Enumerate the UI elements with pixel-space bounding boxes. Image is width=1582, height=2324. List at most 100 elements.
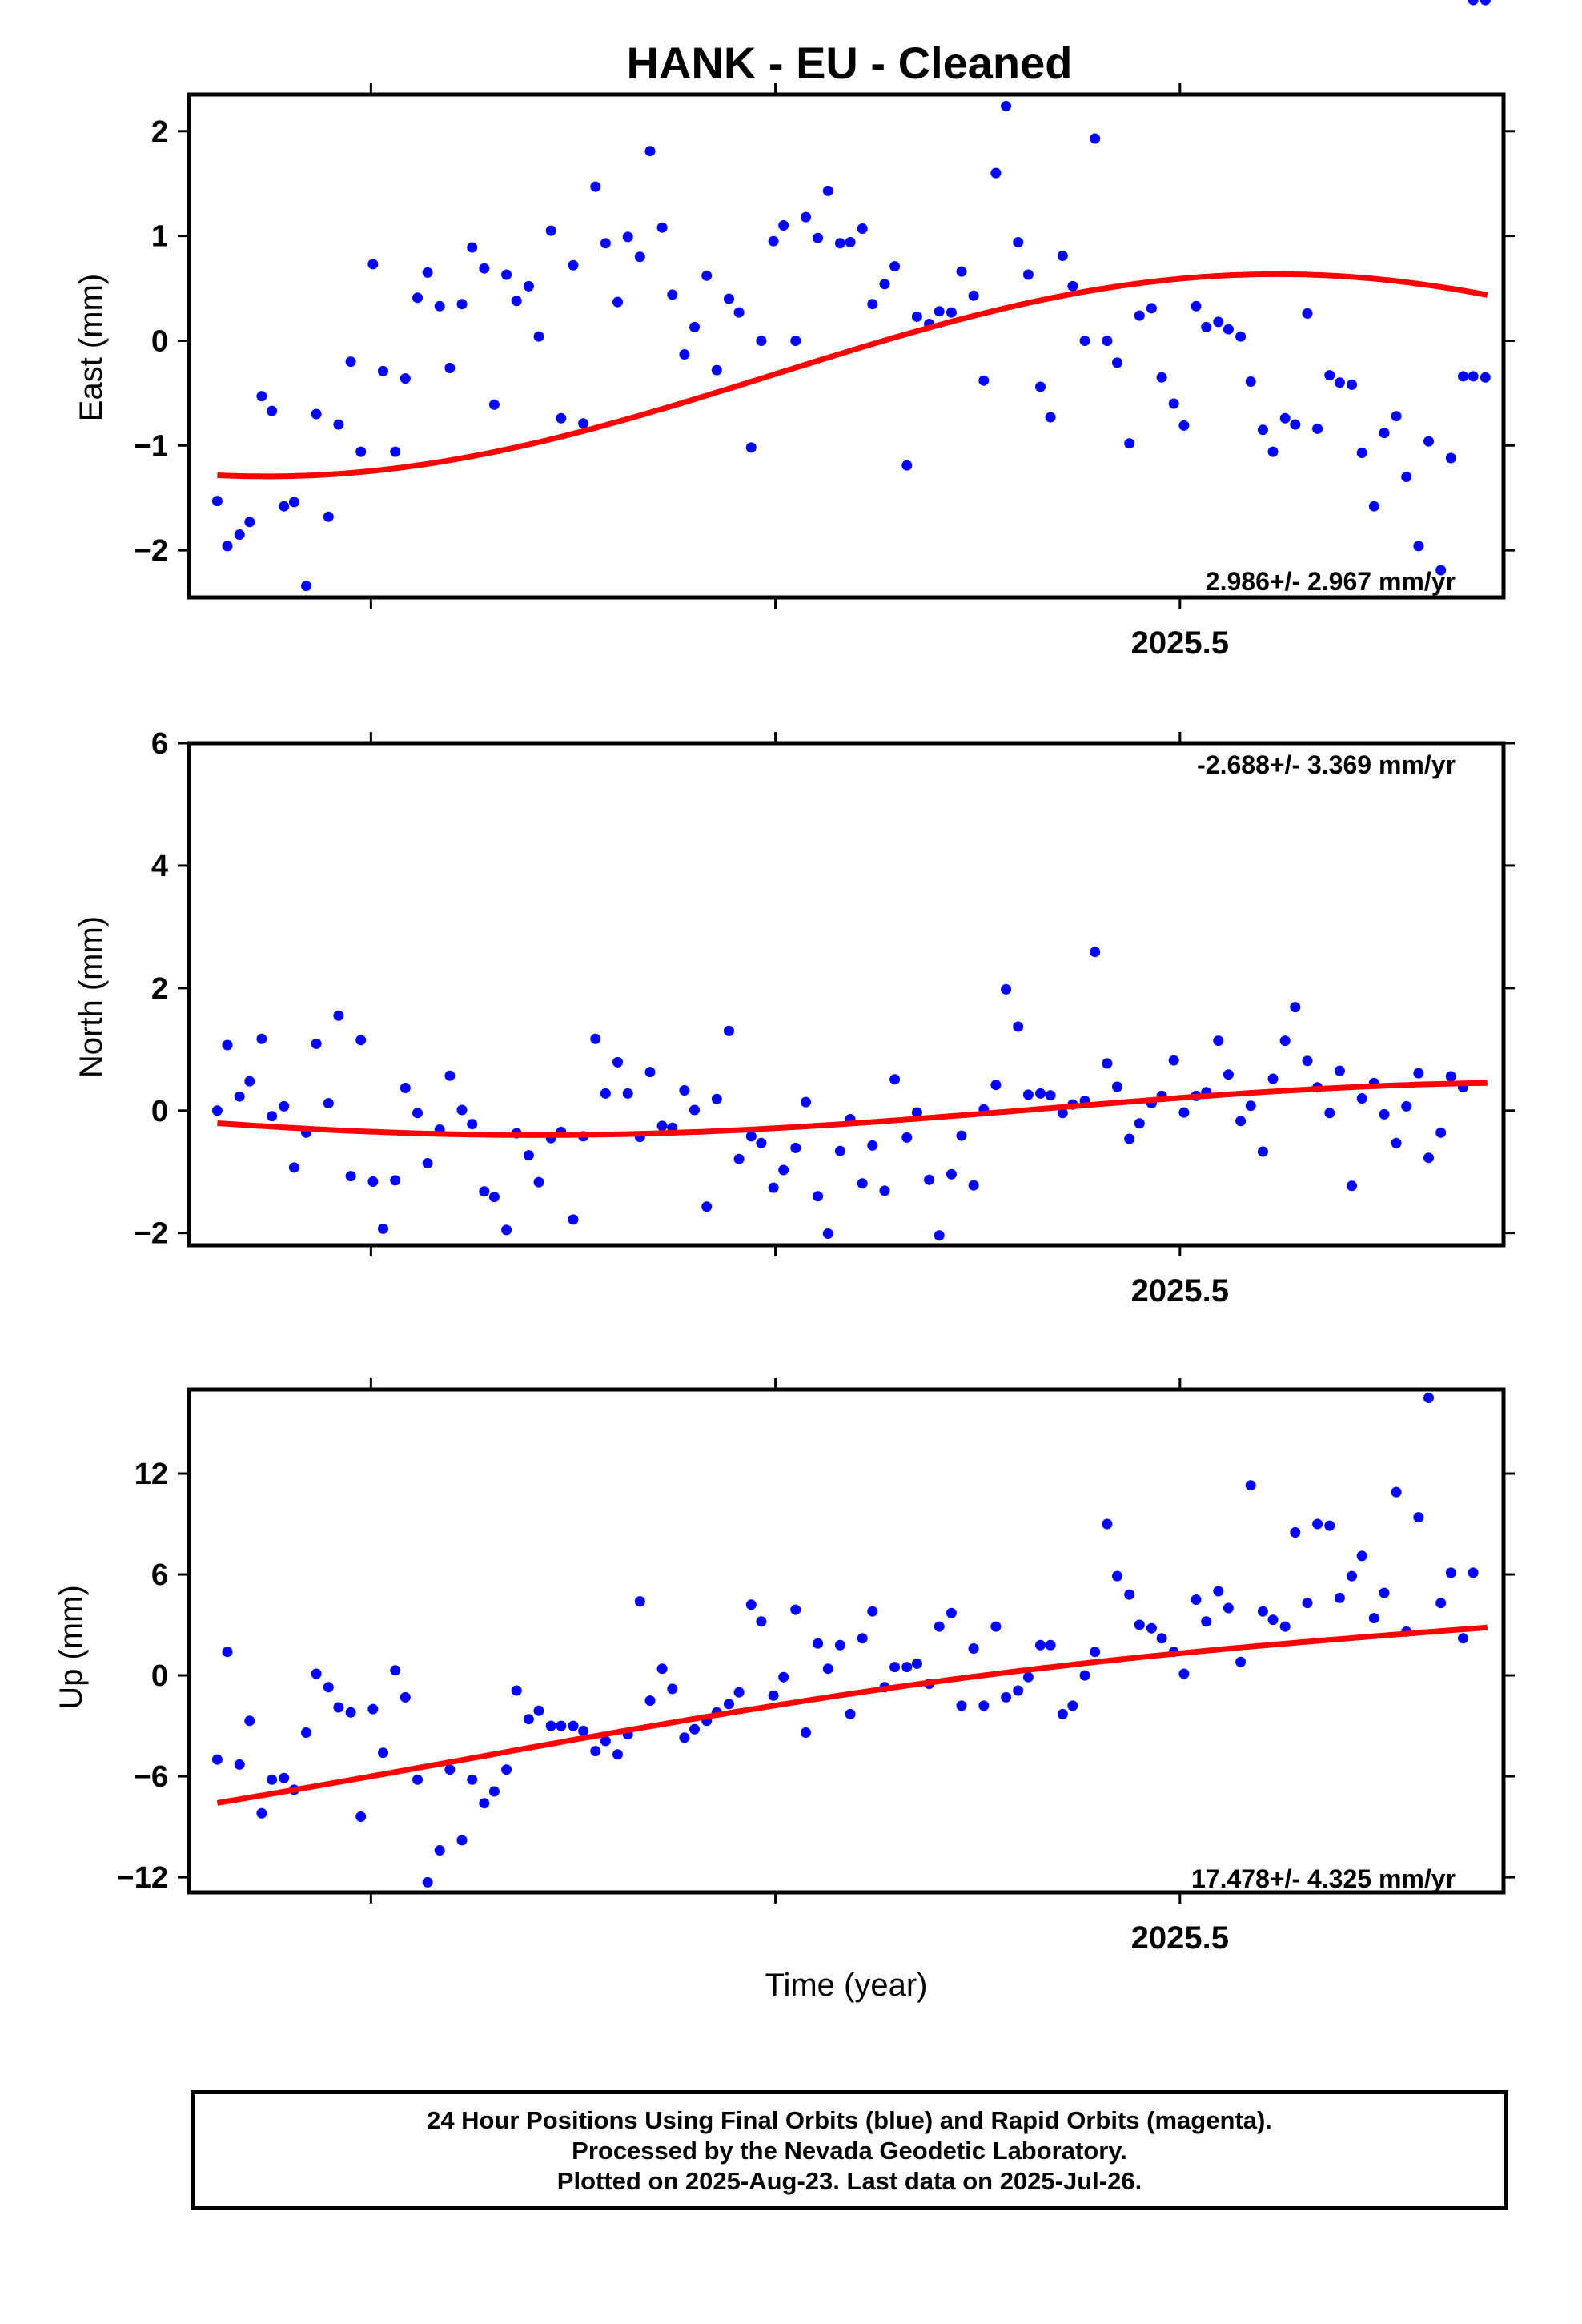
- east-data-point: [488, 399, 500, 410]
- north-data-point: [523, 1150, 534, 1161]
- east-data-point: [267, 405, 278, 416]
- east-data-point: [934, 306, 945, 317]
- north-data-point: [600, 1088, 611, 1099]
- east-data-point: [946, 307, 957, 318]
- east-data-point: [568, 259, 579, 271]
- north-data-point: [1267, 1073, 1279, 1084]
- north-data-point: [701, 1201, 713, 1212]
- up-data-point: [412, 1774, 423, 1785]
- up-data-point: [790, 1604, 801, 1615]
- east-data-point: [1391, 411, 1402, 422]
- up-data-point: [1468, 1567, 1479, 1578]
- east-data-point: [1102, 336, 1113, 346]
- up-rate-label: 17.478+/- 4.325 mm/yr: [1191, 1864, 1456, 1893]
- north-axis-label: North (mm): [74, 916, 109, 1078]
- up-data-point: [934, 1621, 945, 1632]
- east-data-point: [1468, 371, 1479, 382]
- north-data-point: [256, 1033, 267, 1044]
- north-rate-label: -2.688+/- 3.369 mm/yr: [1197, 750, 1456, 779]
- east-data-point: [590, 181, 601, 192]
- north-data-point: [822, 1228, 833, 1239]
- east-data-point: [689, 321, 700, 332]
- east-data-point: [1235, 331, 1247, 342]
- east-data-point: [301, 581, 311, 592]
- east-data-point: [1279, 412, 1291, 424]
- north-data-point: [1324, 1108, 1335, 1119]
- up-data-point: [1423, 1393, 1434, 1403]
- north-data-point: [656, 1120, 668, 1132]
- north-data-point: [412, 1108, 423, 1119]
- up-data-point: [822, 1663, 833, 1675]
- north-ytick-label: 6: [151, 727, 168, 761]
- east-data-point: [1445, 452, 1456, 464]
- north-data-point: [689, 1104, 700, 1116]
- up-data-point: [556, 1720, 567, 1731]
- up-data-point: [1134, 1619, 1145, 1630]
- east-data-point: [1302, 308, 1313, 319]
- up-data-point: [612, 1749, 623, 1760]
- east-panel: East (mm) 2 1 0 −1 −2 2025.5 2.986+/- 2.967 mm…: [74, 83, 1515, 661]
- east-data-point: [756, 336, 767, 346]
- up-data-point: [1413, 1512, 1424, 1523]
- east-data-point: [279, 501, 290, 512]
- up-data-point: [378, 1747, 388, 1759]
- up-data-point: [1001, 1691, 1012, 1703]
- east-data-point: [724, 293, 734, 304]
- east-data-point: [479, 263, 490, 274]
- up-data-point: [1379, 1587, 1390, 1598]
- north-data-point: [1045, 1090, 1056, 1101]
- east-data-point: [1356, 448, 1367, 458]
- east-data-point: [990, 167, 1002, 179]
- up-data-point: [634, 1596, 645, 1607]
- east-data-point: [400, 373, 411, 384]
- up-data-point: [778, 1671, 789, 1683]
- east-data-point: [378, 365, 388, 376]
- east-data-point: [234, 529, 245, 540]
- up-data-point: [244, 1715, 255, 1727]
- north-data-point: [801, 1096, 811, 1108]
- east-rate-label: 2.986+/- 2.967 mm/yr: [1206, 567, 1456, 596]
- north-data-point: [355, 1035, 367, 1046]
- up-data-point: [488, 1786, 500, 1797]
- east-data-point: [1213, 316, 1224, 328]
- north-data-point: [711, 1093, 722, 1104]
- up-data-point: [1235, 1656, 1247, 1667]
- east-data-point: [1022, 269, 1034, 280]
- up-data-point: [956, 1700, 967, 1711]
- east-data-point: [656, 222, 668, 233]
- north-data-point: [813, 1191, 824, 1202]
- east-data-point: [256, 391, 267, 402]
- north-data-point: [1178, 1107, 1190, 1118]
- up-data-point: [355, 1811, 367, 1822]
- up-data-point: [434, 1845, 445, 1856]
- up-ytick-label: 0: [151, 1659, 168, 1693]
- up-data-point: [533, 1705, 544, 1716]
- up-data-point: [1290, 1527, 1301, 1538]
- up-data-point: [1045, 1639, 1056, 1651]
- east-data-point: [889, 261, 901, 272]
- east-data-point: [1401, 472, 1412, 482]
- up-ytick-label: −12: [117, 1861, 168, 1895]
- north-data-point: [390, 1175, 401, 1186]
- east-data-point: [1257, 424, 1268, 436]
- north-data-point: [990, 1080, 1002, 1091]
- east-ytick-label: 0: [151, 324, 168, 358]
- up-data-point: [689, 1723, 700, 1735]
- up-data-point: [745, 1599, 757, 1610]
- north-data-point: [1124, 1133, 1135, 1144]
- north-data-point: [568, 1214, 579, 1225]
- east-data-point: [456, 299, 468, 310]
- footer-line-2: Processed by the Nevada Geodetic Laborat…: [572, 2137, 1127, 2165]
- north-data-point: [501, 1224, 512, 1236]
- east-axis-label: East (mm): [74, 274, 109, 421]
- east-fit-curve: [217, 271, 1488, 480]
- north-data-point: [889, 1074, 901, 1085]
- east-data-point: [1178, 420, 1190, 431]
- east-data-point: [1245, 376, 1256, 387]
- north-fit-curve: [217, 1080, 1488, 1138]
- north-data-point: [778, 1164, 789, 1176]
- north-data-point: [1035, 1088, 1046, 1099]
- east-data-point: [968, 290, 979, 301]
- up-data-point: [911, 1658, 922, 1669]
- up-data-point: [724, 1699, 734, 1710]
